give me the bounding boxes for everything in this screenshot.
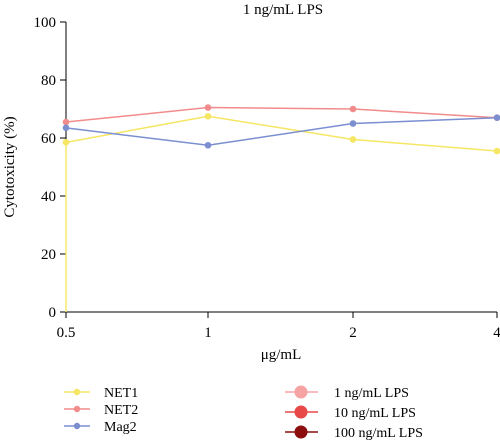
legend-marker — [73, 405, 81, 413]
data-point-net2 — [349, 105, 357, 113]
legend-label: 10 ng/mL LPS — [334, 406, 416, 421]
y-axis-title: Cytotoxicity (%) — [2, 116, 18, 217]
legend-label: NET1 — [104, 386, 138, 401]
y-tick-label: 60 — [41, 131, 56, 147]
x-tick-label: 0.5 — [57, 325, 76, 341]
legend: NET1 NET2 Mag2 1 ng/mL LPS 10 ng/mL LPS 100 n… — [64, 385, 423, 441]
data-point-net1 — [493, 147, 500, 155]
series-line-mag2 — [65, 116, 498, 147]
y-tick-label: 80 — [41, 73, 56, 89]
data-point-net1 — [204, 112, 212, 120]
x-tick-label: 2 — [349, 325, 357, 341]
series-line-net2 — [65, 106, 498, 123]
data-point-net2 — [204, 104, 212, 111]
legend-label: Mag2 — [104, 420, 137, 435]
x-tick-label: 4 — [493, 325, 500, 341]
y-tick-label: 20 — [41, 247, 56, 263]
y-tick-label: 40 — [41, 189, 56, 205]
y-tick-label: 100 — [34, 15, 57, 31]
legend-marker — [294, 385, 308, 399]
data-point-mag2 — [204, 141, 212, 149]
legend-marker — [73, 422, 81, 430]
data-point-mag2 — [349, 120, 357, 127]
data-point-mag2 — [493, 114, 500, 121]
data-point-mag2 — [62, 124, 70, 132]
legend-label: 1 ng/mL LPS — [334, 386, 409, 401]
y-tick-label: 0 — [49, 305, 57, 321]
chart-title: 1 ng/mL LPS — [243, 2, 323, 18]
x-axis-title: μg/mL — [261, 347, 302, 363]
data-point-net2 — [62, 118, 70, 126]
x-tick-label: 1 — [204, 325, 212, 341]
legend-label: NET2 — [104, 403, 138, 418]
legend-marker — [73, 388, 81, 396]
data-point-net1 — [62, 139, 70, 146]
legend-marker — [294, 405, 308, 419]
legend-marker — [294, 425, 308, 439]
data-point-net1 — [349, 136, 357, 143]
series-line-net1 — [65, 115, 498, 152]
legend-label: 100 ng/mL LPS — [334, 426, 423, 441]
